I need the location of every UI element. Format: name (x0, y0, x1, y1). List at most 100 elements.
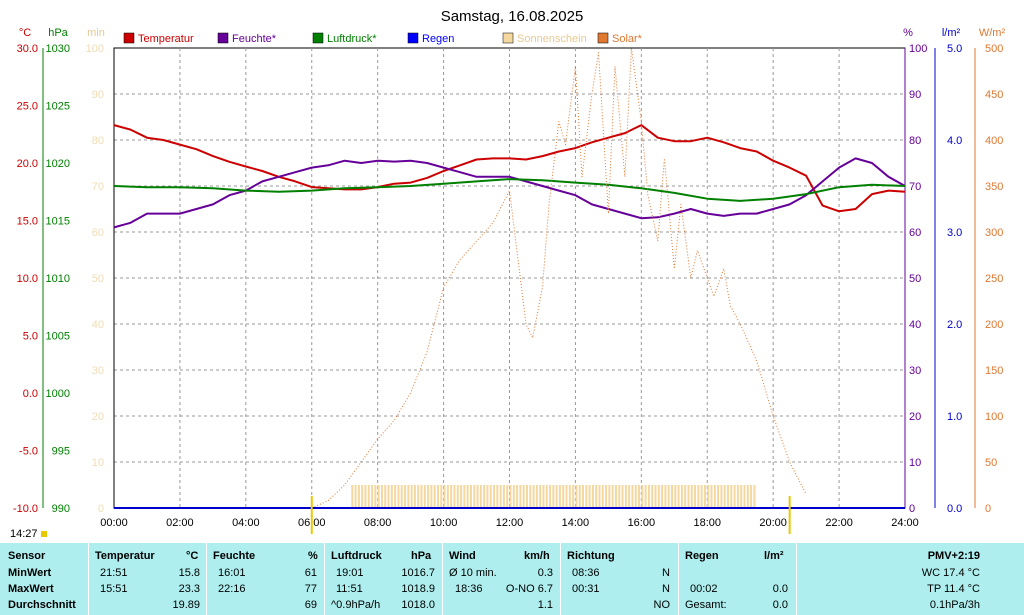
sunshine-bar (476, 485, 479, 508)
time-markers: 14:27 (10, 496, 791, 540)
tick-x: 20:00 (759, 517, 787, 529)
tick-sun: 0 (98, 503, 104, 515)
sunshine-bar (621, 485, 624, 508)
sunshine-bar (364, 485, 367, 508)
sunshine-bar (496, 485, 499, 508)
series-luftdruck (113, 178, 906, 202)
current-time: 14:27 (10, 528, 38, 540)
sunshine-bar (512, 485, 515, 508)
sunshine-bar (750, 485, 753, 508)
legend-label: Temperatur (138, 33, 194, 45)
sunshine-bar (427, 485, 430, 508)
axis-unit-rain: l/m² (942, 27, 961, 39)
tick-solar: 400 (985, 135, 1003, 147)
sunshine-bar (466, 485, 469, 508)
temp-max-time: 15:51 (100, 583, 128, 595)
sunshine-bar (572, 485, 575, 508)
wind-avg: 0.3 (537, 567, 553, 579)
sunshine-bar (651, 485, 654, 508)
press-min-time: 19:01 (336, 567, 364, 579)
row-label-sensor: Sensor (8, 550, 46, 562)
row-label-max: MaxWert (8, 583, 54, 595)
current-time-marker (41, 531, 47, 537)
sunshine-bar (404, 485, 407, 508)
sunshine-bar (736, 485, 739, 508)
tick-hum: 20 (909, 411, 921, 423)
sunshine-bar (700, 485, 703, 508)
legend-swatch (597, 32, 609, 44)
press-header: Luftdruck (331, 550, 382, 562)
sunshine-bar (644, 485, 647, 508)
series-temperatur (113, 124, 906, 213)
axis-units: °C hPa min% l/m² W/m² (19, 27, 1006, 39)
tick-solar: 200 (985, 319, 1003, 331)
legend-swatch (312, 32, 324, 44)
sunshine-bar (634, 485, 637, 508)
axis-unit-hum: % (903, 27, 913, 39)
sunshine-bar (410, 485, 413, 508)
sunshine-bar (489, 485, 492, 508)
sunshine-bar (647, 485, 650, 508)
dir-r2: N (662, 583, 670, 595)
sunshine-bar (654, 485, 657, 508)
temp-header: Temperatur (95, 550, 155, 562)
tick-temp: -5.0 (19, 446, 38, 458)
legend-label: Luftdruck* (327, 33, 377, 45)
hum-max-time: 22:16 (218, 583, 246, 595)
sunshine-bar (483, 485, 486, 508)
sunshine-bar (367, 485, 370, 508)
tick-solar: 100 (985, 411, 1003, 423)
axis-unit-temp: °C (19, 27, 31, 39)
tick-x: 08:00 (364, 517, 392, 529)
sunshine-bar (463, 485, 466, 508)
rain-time: 00:02 (690, 583, 718, 595)
dir-r1: N (662, 567, 670, 579)
tick-solar: 350 (985, 181, 1003, 193)
tick-solar: 450 (985, 89, 1003, 101)
dir-r1-time: 08:36 (572, 567, 600, 579)
sunshine-bar (433, 485, 436, 508)
sunshine-bar (545, 485, 548, 508)
legend-swatch (217, 32, 229, 44)
sunshine-bar (413, 485, 416, 508)
sunshine-bar (591, 485, 594, 508)
sunshine-bar (486, 485, 489, 508)
sunshine-bar (624, 485, 627, 508)
sunshine-bar (703, 485, 706, 508)
tick-solar: 500 (985, 43, 1003, 55)
legend-swatch (407, 32, 419, 44)
sunshine-bar (384, 485, 387, 508)
tick-x: 18:00 (693, 517, 721, 529)
tick-sun: 10 (92, 457, 104, 469)
tick-sun: 80 (92, 135, 104, 147)
axis-unit-solar: W/m² (979, 27, 1006, 39)
sunshine-bar (743, 485, 746, 508)
tick-sun: 60 (92, 227, 104, 239)
rain-val: 0.0 (772, 583, 788, 595)
sunshine-bar (717, 485, 720, 508)
tick-temp: -10.0 (13, 503, 38, 515)
temp-min-time: 21:51 (100, 567, 128, 579)
sunshine-bar (509, 485, 512, 508)
hum-max: 77 (304, 583, 317, 595)
sunshine-bar (670, 485, 673, 508)
sunshine-bar (436, 485, 439, 508)
tick-temp: 15.0 (17, 216, 38, 228)
sunshine-bar (568, 485, 571, 508)
tick-rain: 5.0 (947, 43, 962, 55)
tick-hum: 60 (909, 227, 921, 239)
tick-rain: 3.0 (947, 227, 962, 239)
chart-grid (42, 47, 976, 509)
tick-temp: 10.0 (17, 273, 38, 285)
sunshine-bar (506, 485, 509, 508)
sunshine-bar (479, 485, 482, 508)
axis-ticks: 30.025.020.015.010.05.00.0-5.0-10.010301… (13, 43, 1003, 529)
sunshine-bar (420, 485, 423, 508)
tick-sun: 40 (92, 319, 104, 331)
sunshine-bar (453, 485, 456, 508)
sunshine-bar (628, 485, 631, 508)
tick-x: 10:00 (430, 517, 458, 529)
sunshine-bar (618, 485, 621, 508)
sunshine-bar (493, 485, 496, 508)
tick-hum: 80 (909, 135, 921, 147)
